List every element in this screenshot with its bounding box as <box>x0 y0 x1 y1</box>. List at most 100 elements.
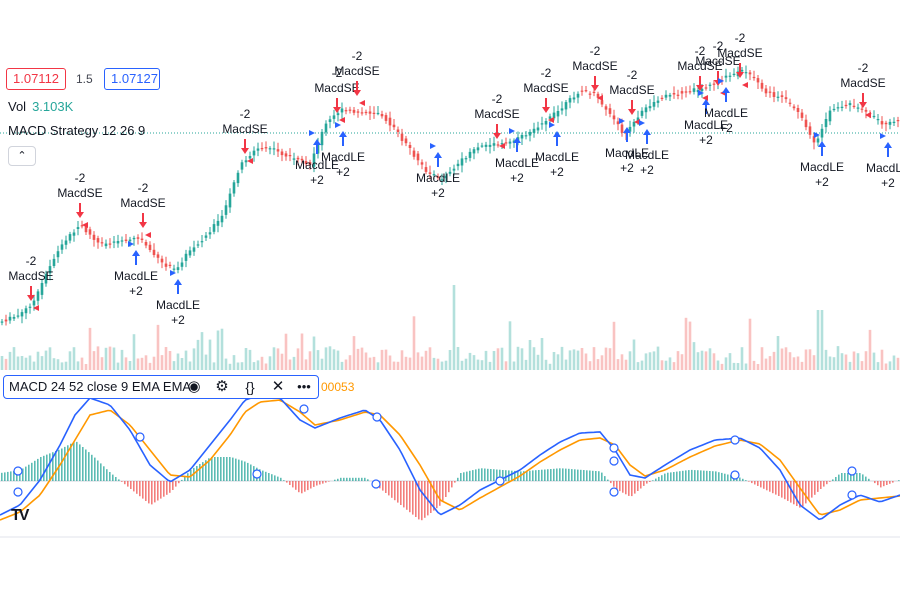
volume-bar <box>620 354 624 370</box>
signal-label: -2 <box>26 254 37 268</box>
gear-icon[interactable]: ⚙ <box>215 378 229 395</box>
histogram-bar <box>52 452 54 481</box>
volume-bar <box>564 359 568 370</box>
short-arrow-head <box>591 85 599 91</box>
histogram-bar <box>73 442 75 481</box>
candle-body <box>320 131 324 146</box>
eye-icon[interactable]: ◉ <box>187 378 201 395</box>
volume-bar <box>420 356 424 370</box>
volume-bar <box>764 358 768 370</box>
braces-icon[interactable]: {} <box>245 379 255 395</box>
strategy-legend[interactable]: MACD Strategy 12 26 9 <box>8 123 145 138</box>
histogram-bar <box>481 468 483 481</box>
volume-bar <box>844 354 848 370</box>
histogram-bar <box>214 457 216 481</box>
candle-body <box>12 317 16 319</box>
candle-body <box>364 111 368 114</box>
volume-bar <box>84 364 88 370</box>
volume-bar <box>376 362 380 370</box>
histogram-bar <box>184 476 186 481</box>
more-icon[interactable]: ••• <box>297 379 311 394</box>
ask-price-box[interactable]: 1.07127 <box>104 68 160 90</box>
candle-body <box>752 76 756 79</box>
candle-body <box>284 153 288 157</box>
candle-body <box>708 84 712 86</box>
signal-label: -2 <box>590 44 601 58</box>
histogram-bar <box>544 469 546 481</box>
volume-bar <box>672 362 676 370</box>
candle-body <box>612 115 616 120</box>
histogram-bar <box>892 481 894 483</box>
short-entry-marker <box>702 95 708 101</box>
candle-body <box>40 283 44 295</box>
candle-body <box>240 162 244 170</box>
short-arrow-head <box>493 133 501 139</box>
histogram-bar <box>346 477 348 481</box>
histogram-bar <box>4 472 6 481</box>
bid-price-box[interactable]: 1.07112 <box>6 68 66 90</box>
volume-bar <box>768 356 772 370</box>
volume-bars <box>0 285 900 370</box>
histogram-bar <box>550 469 552 481</box>
histogram-bar <box>142 481 144 499</box>
histogram-bar <box>25 466 27 481</box>
signal-label: +2 <box>640 163 654 177</box>
volume-bar <box>796 356 800 370</box>
volume-bar <box>228 363 232 370</box>
signal-label: MacdSE <box>120 196 165 210</box>
histogram-bar <box>244 461 246 481</box>
volume-bar <box>508 321 512 370</box>
histogram-bar <box>175 481 177 487</box>
volume-bar <box>60 362 64 370</box>
candle-body <box>200 241 204 243</box>
histogram-bar <box>226 457 228 481</box>
volume-bar <box>724 357 728 370</box>
candle-body <box>452 168 456 171</box>
candle-body <box>60 244 64 250</box>
candle-body <box>660 97 664 99</box>
candle-body <box>268 148 272 150</box>
volume-bar <box>556 354 560 370</box>
candle-body <box>424 167 428 172</box>
volume-bar <box>648 352 652 370</box>
histogram-bar <box>64 446 66 481</box>
histogram-bar <box>397 481 399 503</box>
volume-bar <box>852 351 856 370</box>
candle-body <box>328 119 332 122</box>
volume-bar <box>760 347 764 370</box>
volume-value: 3.103K <box>32 99 74 114</box>
histogram-bar <box>439 481 441 506</box>
histogram-bar <box>673 472 675 481</box>
histogram-bar <box>745 480 747 481</box>
signal-label: -2 <box>713 39 724 53</box>
volume-bar <box>716 360 720 370</box>
volume-bar <box>708 348 712 370</box>
crossover-marker <box>252 469 262 479</box>
volume-bar <box>220 328 224 370</box>
histogram-bar <box>712 471 714 481</box>
tradingview-logo-icon[interactable]: TV <box>11 507 30 524</box>
histogram-bar <box>115 477 117 481</box>
candle-body <box>680 91 684 94</box>
macd-pane-header[interactable]: MACD 24 52 close 9 EMA EMA ◉ ⚙ {} ✕ ••• <box>3 375 319 399</box>
histogram-bar <box>505 470 507 481</box>
candle-body <box>800 112 804 118</box>
collapse-legend-button[interactable]: ⌃ <box>8 146 36 166</box>
volume-bar <box>188 361 192 370</box>
signal-label: MacdSE <box>840 76 885 90</box>
volume-bar <box>292 356 296 370</box>
volume-legend[interactable]: Vol 3.103K <box>8 99 73 114</box>
long-arrow-head <box>722 87 730 93</box>
histogram-bar <box>517 471 519 481</box>
short-entry-marker <box>865 112 871 118</box>
volume-bar <box>316 350 320 370</box>
candle-body <box>776 96 780 98</box>
volume-bar <box>80 357 84 370</box>
close-icon[interactable]: ✕ <box>271 378 285 395</box>
volume-bar <box>720 363 724 370</box>
macd-line <box>0 394 900 521</box>
short-arrow-head <box>241 148 249 154</box>
candle-body <box>796 108 800 112</box>
signal-label: +2 <box>310 173 324 187</box>
